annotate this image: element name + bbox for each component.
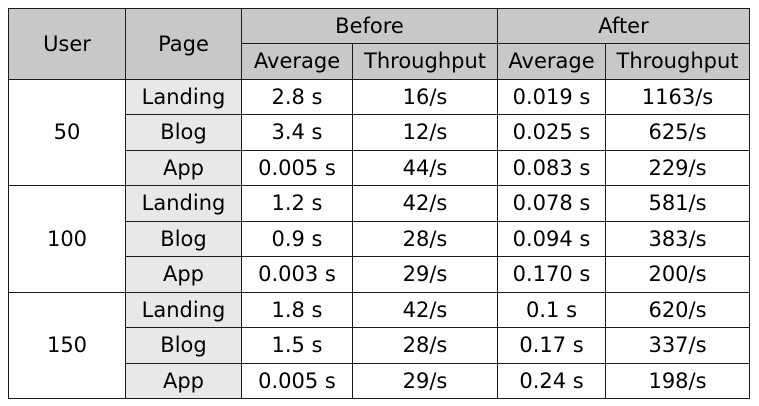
header-row-sub: Average Throughput Average Throughput bbox=[9, 43, 751, 80]
after-throughput-cell: 337/s bbox=[605, 327, 751, 364]
page-cell: Landing bbox=[125, 292, 242, 328]
page-cell: Landing bbox=[125, 79, 242, 115]
performance-table: User Page Before After Average Throughpu… bbox=[8, 8, 751, 399]
after-average-cell: 0.078 s bbox=[497, 185, 607, 222]
table-row: 150 Landing 1.8 s 42/s 0.1 s 620/s bbox=[8, 292, 751, 399]
user-count-cell: 150 bbox=[8, 292, 126, 399]
before-average-cell: 0.003 s bbox=[241, 256, 353, 293]
table-row: 50 Landing 2.8 s 16/s 0.019 s 1163/s bbox=[8, 79, 751, 186]
page-cell: App bbox=[125, 150, 242, 186]
before-throughput-cell: 12/s bbox=[351, 114, 499, 151]
after-average-cell: 0.24 s bbox=[497, 363, 607, 399]
header-before-average: Average bbox=[241, 43, 353, 80]
table-row: 100 Landing 1.2 s 42/s 0.078 s 581/s bbox=[8, 185, 751, 293]
page-cell: Blog bbox=[125, 114, 242, 151]
header-user: User bbox=[8, 8, 126, 80]
table-row: App 0.005 s 44/s 0.083 s 229/s bbox=[9, 150, 751, 186]
after-throughput-cell: 1163/s bbox=[605, 79, 751, 115]
before-average-cell: 1.2 s bbox=[241, 185, 353, 222]
after-throughput-cell: 383/s bbox=[605, 221, 751, 257]
user-count-cell: 100 bbox=[8, 185, 126, 293]
after-throughput-cell: 200/s bbox=[605, 256, 751, 293]
after-average-cell: 0.019 s bbox=[497, 79, 607, 115]
before-throughput-cell: 29/s bbox=[351, 256, 499, 293]
after-throughput-cell: 625/s bbox=[605, 114, 751, 151]
table-row: Blog 0.9 s 28/s 0.094 s 383/s bbox=[9, 221, 751, 257]
header-page: Page bbox=[125, 8, 242, 80]
before-throughput-cell: 44/s bbox=[351, 150, 499, 186]
page-cell: App bbox=[125, 256, 242, 293]
before-average-cell: 3.4 s bbox=[241, 114, 353, 151]
header-after-throughput: Throughput bbox=[605, 43, 751, 80]
after-average-cell: 0.170 s bbox=[497, 256, 607, 293]
header-after: After bbox=[497, 8, 751, 44]
after-throughput-cell: 581/s bbox=[605, 185, 751, 222]
after-average-cell: 0.094 s bbox=[497, 221, 607, 257]
before-throughput-cell: 42/s bbox=[351, 292, 499, 328]
after-average-cell: 0.1 s bbox=[497, 292, 607, 328]
table-row: App 0.005 s 29/s 0.24 s 198/s bbox=[9, 363, 751, 399]
before-throughput-cell: 16/s bbox=[351, 79, 499, 115]
table-row: App 0.003 s 29/s 0.170 s 200/s bbox=[9, 256, 751, 293]
page-cell: Landing bbox=[125, 185, 242, 222]
before-average-cell: 0.005 s bbox=[241, 150, 353, 186]
page-cell: App bbox=[125, 363, 242, 399]
after-throughput-cell: 198/s bbox=[605, 363, 751, 399]
before-throughput-cell: 28/s bbox=[351, 327, 499, 364]
header-row-top: User Page Before After bbox=[8, 8, 751, 80]
user-count-cell: 50 bbox=[8, 79, 126, 186]
header-after-average: Average bbox=[497, 43, 607, 80]
after-average-cell: 0.025 s bbox=[497, 114, 607, 151]
before-average-cell: 0.9 s bbox=[241, 221, 353, 257]
before-average-cell: 2.8 s bbox=[241, 79, 353, 115]
after-average-cell: 0.083 s bbox=[497, 150, 607, 186]
before-throughput-cell: 29/s bbox=[351, 363, 499, 399]
before-average-cell: 1.8 s bbox=[241, 292, 353, 328]
header-before-throughput: Throughput bbox=[351, 43, 499, 80]
header-before: Before bbox=[240, 8, 499, 44]
before-average-cell: 1.5 s bbox=[241, 327, 353, 364]
after-throughput-cell: 229/s bbox=[605, 150, 751, 186]
before-throughput-cell: 42/s bbox=[351, 185, 499, 222]
table-row: Blog 3.4 s 12/s 0.025 s 625/s bbox=[9, 114, 751, 151]
after-average-cell: 0.17 s bbox=[497, 327, 607, 364]
after-throughput-cell: 620/s bbox=[605, 292, 751, 328]
page-cell: Blog bbox=[125, 221, 242, 257]
page-cell: Blog bbox=[125, 327, 242, 364]
before-average-cell: 0.005 s bbox=[241, 363, 353, 399]
before-throughput-cell: 28/s bbox=[351, 221, 499, 257]
